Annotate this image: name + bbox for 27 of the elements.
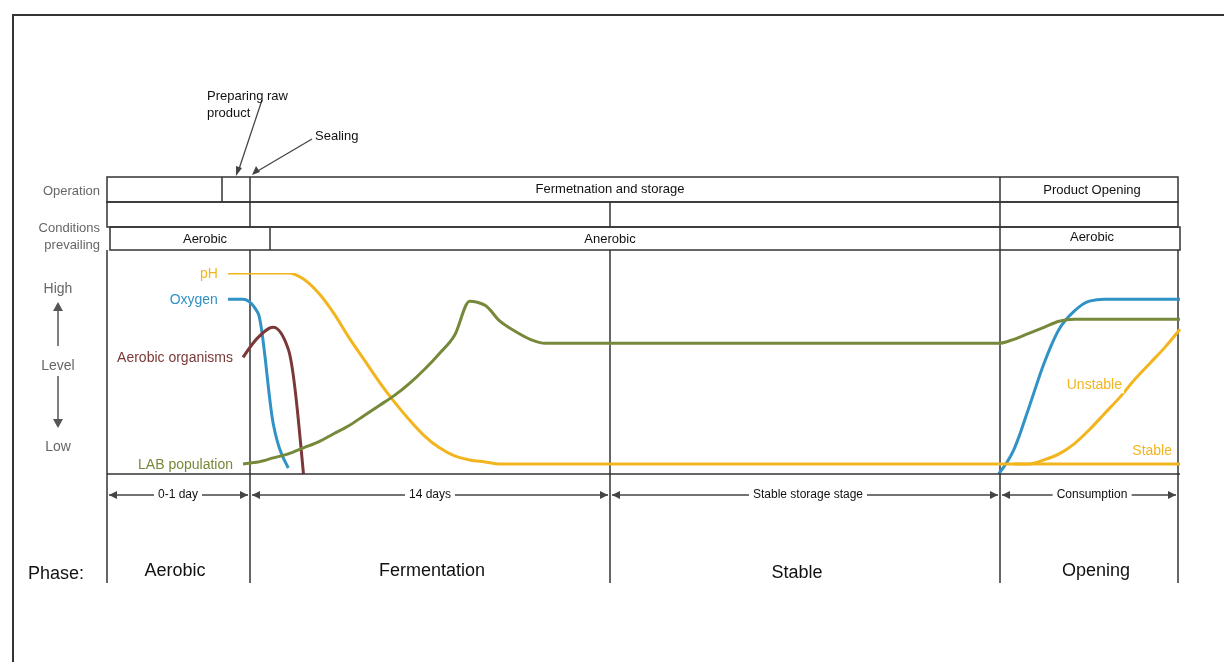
text: Conditions prevailing — [37, 220, 100, 254]
series-label: Stable — [1132, 441, 1173, 458]
text: Consumption — [1052, 487, 1132, 503]
series-label: Oxygen — [169, 291, 218, 308]
text: Fermentation — [378, 559, 486, 582]
text: Opening — [1061, 559, 1131, 582]
text: Aerobic — [144, 559, 206, 582]
series-label: Unstable — [1066, 376, 1123, 393]
text: Stable — [771, 561, 823, 584]
text: Low — [45, 437, 71, 456]
series-label: pH — [200, 265, 218, 281]
text: Aerobic — [182, 231, 228, 248]
text: Product Opening — [1043, 182, 1141, 199]
text: 14 days — [404, 487, 456, 503]
text: Aerobic — [1069, 229, 1115, 246]
y-axis-title: Level — [41, 356, 75, 375]
series-label: Aerobic organisms — [117, 349, 234, 366]
text: Anerobic — [584, 231, 636, 248]
text: Fermetnation and storage — [535, 181, 685, 198]
text: Stable storage stage — [748, 487, 868, 503]
text: 0-1 day — [153, 487, 203, 503]
text: Sealing — [315, 128, 359, 145]
text: Phase: — [28, 562, 85, 585]
series-label: LAB population — [138, 455, 234, 472]
text: Preparing raw product — [207, 88, 289, 122]
text: Operation — [42, 183, 100, 200]
text: High — [43, 279, 73, 298]
